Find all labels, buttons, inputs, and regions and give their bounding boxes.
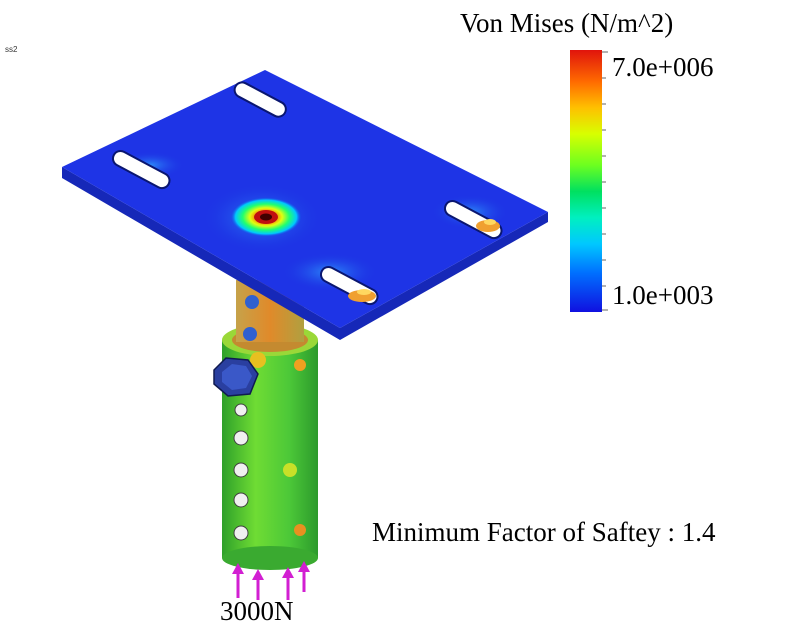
legend-max-label: 7.0e+006	[612, 52, 714, 82]
legend-min-label: 1.0e+003	[612, 280, 714, 310]
corner-label: ss2	[5, 45, 18, 54]
hex-nut	[213, 357, 259, 397]
tube-bolt-holes	[233, 403, 249, 541]
legend-title: Von Mises (N/m^2)	[460, 8, 674, 38]
mounting-plate	[62, 70, 548, 340]
load-arrows	[232, 561, 310, 600]
force-label: 3000N	[220, 596, 294, 626]
safety-factor-text: Minimum Factor of Saftey : 1.4	[372, 517, 716, 547]
colorbar-ticks	[602, 51, 608, 311]
stress-colorbar	[570, 50, 602, 312]
